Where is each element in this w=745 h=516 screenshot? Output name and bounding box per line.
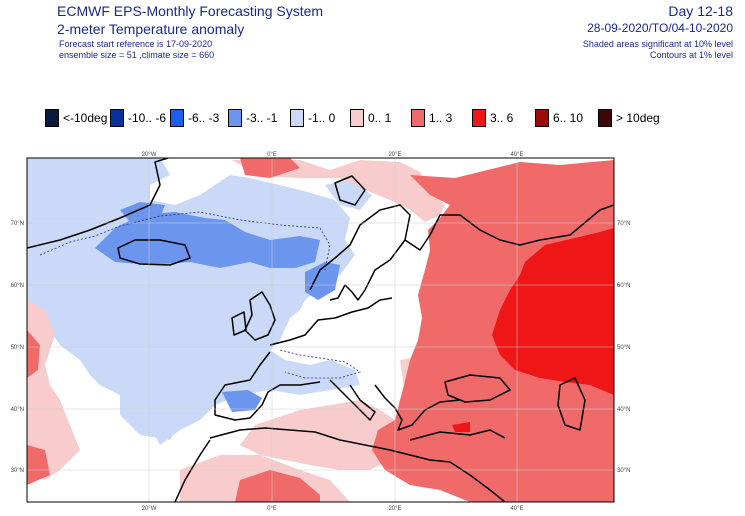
legend-label: 6.. 10 bbox=[553, 111, 584, 125]
lat-label-right: 40°N bbox=[617, 407, 630, 413]
coastline-black-sea bbox=[444, 374, 511, 403]
lon-label-top: 20°W bbox=[142, 152, 157, 158]
legend-label: -1.. 0 bbox=[308, 111, 336, 125]
coastline-middle-east bbox=[449, 461, 506, 502]
legend-swatch bbox=[598, 109, 612, 127]
legend-label: 0.. 1 bbox=[368, 111, 392, 125]
lat-label-right: 60°N bbox=[617, 283, 630, 289]
coastline-africa-west bbox=[174, 439, 211, 502]
lat-label-left: 30°N bbox=[11, 468, 24, 474]
lon-label-top: 20°E bbox=[388, 152, 401, 158]
coastline-france-iberia bbox=[214, 351, 321, 421]
map-frame bbox=[26, 157, 615, 503]
pink-region-mediterranean bbox=[240, 400, 400, 470]
legend-swatch bbox=[535, 109, 549, 127]
lat-label-right: 30°N bbox=[617, 468, 630, 474]
legend-label: > 10deg bbox=[616, 111, 660, 125]
coastline-turkey bbox=[409, 429, 506, 441]
coastline-svalbard bbox=[334, 175, 366, 206]
lat-label-right: 70°N bbox=[617, 221, 630, 227]
bright-red-spot-turkey bbox=[452, 422, 470, 432]
significance-note: Shaded areas significant at 10% level bbox=[582, 39, 733, 49]
contours-note: Contours at 1% level bbox=[649, 50, 733, 60]
red-region-atlantic-sw bbox=[27, 445, 50, 485]
legend-swatch bbox=[350, 109, 364, 127]
lat-label-right: 50°N bbox=[617, 345, 630, 351]
legend-swatch bbox=[45, 109, 59, 127]
blue-region-iberia bbox=[222, 390, 262, 412]
day-range: Day 12-18 bbox=[668, 3, 733, 19]
legend-swatch bbox=[228, 109, 242, 127]
map-title: ECMWF EPS-Monthly Forecasting System bbox=[57, 3, 324, 19]
forecast-reference: Forecast start reference is 17-09-2020 bbox=[59, 39, 213, 49]
lat-label-left: 60°N bbox=[11, 283, 24, 289]
pink-region-arctic bbox=[232, 160, 445, 222]
lon-label-bottom: 0°E bbox=[267, 506, 277, 512]
red-region-atlantic-west bbox=[27, 330, 40, 378]
ensemble-size: ensemble size = 51 ,climate size = 660 bbox=[59, 50, 215, 60]
blue-region-norway bbox=[305, 262, 340, 300]
date-range: 28-09-2020/TO/04-10-2020 bbox=[587, 21, 733, 35]
coastline-north-africa bbox=[209, 427, 451, 463]
legend-label: -10.. -6 bbox=[128, 111, 167, 125]
bright-red-region-russia bbox=[492, 228, 614, 395]
coastline-ireland bbox=[231, 311, 247, 336]
pink-region-atlantic-west bbox=[27, 300, 80, 480]
legend-swatch bbox=[411, 109, 425, 127]
legend-swatch bbox=[472, 109, 486, 127]
legend-label: <-10deg bbox=[63, 111, 108, 125]
legend-swatch bbox=[110, 109, 124, 127]
coastline-caspian bbox=[557, 377, 586, 431]
lat-label-left: 40°N bbox=[11, 407, 24, 413]
legend-label: 3.. 6 bbox=[490, 111, 514, 125]
light-blue-region-north-atlantic bbox=[27, 158, 360, 445]
blue-region-north bbox=[120, 202, 165, 222]
coastline-italy bbox=[329, 379, 376, 421]
lat-label-left: 70°N bbox=[11, 221, 24, 227]
lon-label-bottom: 20°E bbox=[388, 506, 401, 512]
coastline-iceland bbox=[117, 239, 191, 266]
lon-label-top: 40°E bbox=[510, 152, 523, 158]
map-subtitle: 2-meter Temperature anomaly bbox=[57, 21, 245, 37]
coastline-uk bbox=[244, 291, 276, 341]
red-region-arctic bbox=[240, 158, 300, 178]
legend-swatch bbox=[170, 109, 184, 127]
legend-label: 1.. 3 bbox=[429, 111, 453, 125]
red-region-north-africa bbox=[235, 470, 320, 502]
coastline-finland-russia bbox=[404, 204, 614, 251]
light-blue-region-azores bbox=[120, 390, 185, 440]
coastline-greenland bbox=[27, 158, 169, 249]
legend-label: -3.. -1 bbox=[246, 111, 278, 125]
coastline-balkans bbox=[374, 384, 461, 431]
lon-label-bottom: 20°W bbox=[142, 506, 157, 512]
coastline-europe-west bbox=[269, 297, 393, 346]
blue-region-iceland bbox=[95, 212, 320, 268]
contour-north-atlantic bbox=[39, 211, 331, 271]
legend-label: -6.. -3 bbox=[188, 111, 220, 125]
lat-label-left: 50°N bbox=[11, 345, 24, 351]
lon-label-bottom: 40°E bbox=[510, 506, 523, 512]
lon-label-top: 0°E bbox=[267, 152, 277, 158]
legend-swatch bbox=[290, 109, 304, 127]
